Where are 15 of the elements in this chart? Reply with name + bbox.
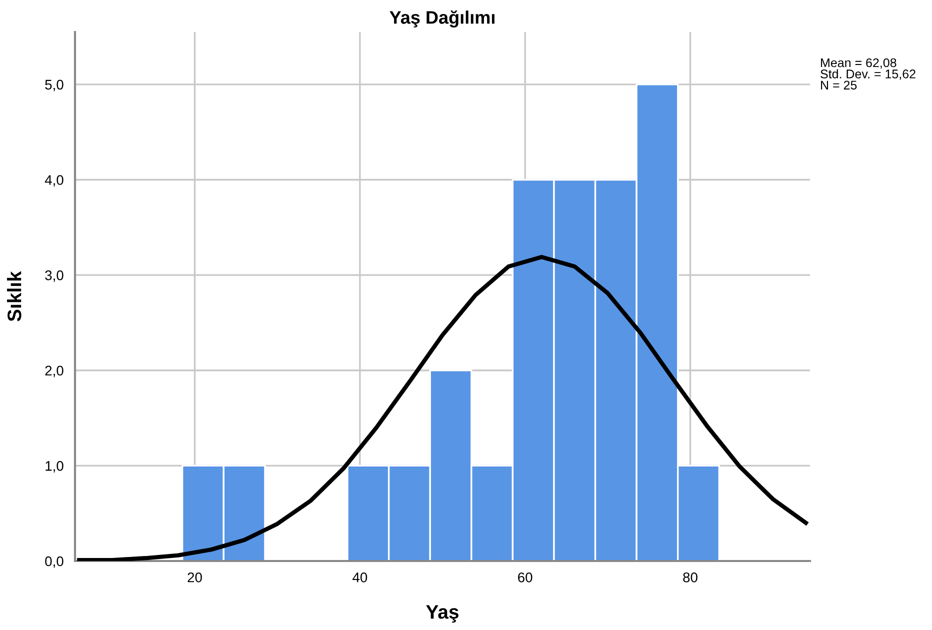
y-axis-title: Sıklık [7, 271, 22, 322]
y-tick-label: 4,0 [44, 175, 64, 187]
y-tick-label: 0,0 [45, 556, 64, 568]
x-tick-label: 20 [188, 572, 202, 582]
y-tick-label: 2,0 [45, 366, 64, 378]
chart-title: Yaş Dağılımı [390, 10, 494, 28]
y-tick-label: 5,0 [45, 80, 64, 92]
y-tick-label: 3,0 [45, 270, 64, 282]
x-axis-title: Yaş [426, 605, 458, 623]
text: Mean = 62,08 Std. Dev. = 15,62 N = 25 [820, 58, 916, 90]
x-tick-label: 40 [352, 572, 368, 582]
x-tick-label: 60 [518, 572, 532, 582]
x-tick-label: 80 [683, 572, 698, 582]
line-series [77, 254, 808, 561]
y-tick-label: 1,0 [46, 461, 64, 472]
